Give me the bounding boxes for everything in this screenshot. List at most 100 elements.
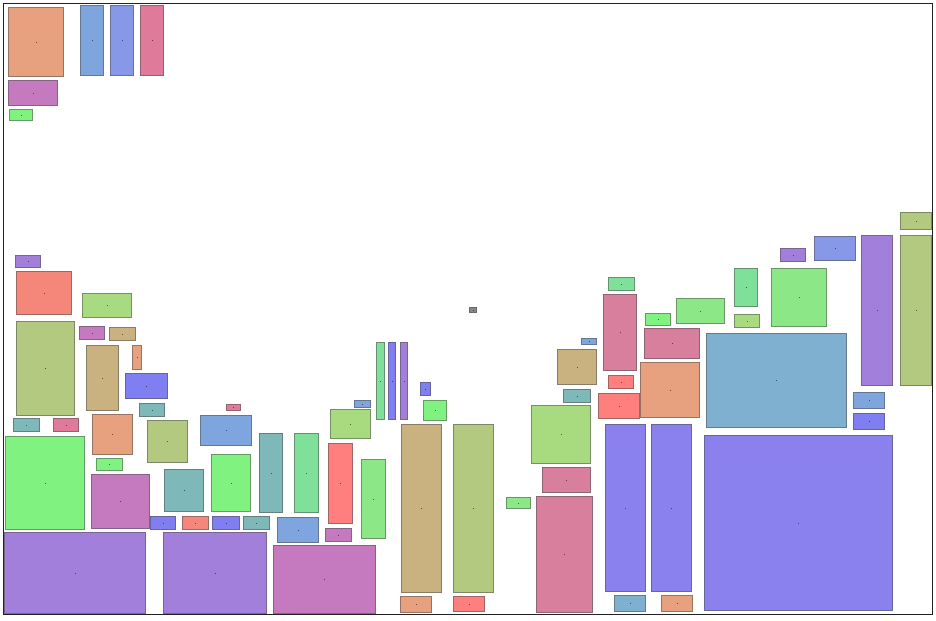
treemap-cell [400, 342, 408, 420]
cell-center-dot [256, 523, 257, 524]
treemap-cell [164, 469, 204, 512]
treemap-cell [109, 327, 136, 341]
cell-center-dot [226, 430, 227, 431]
cell-center-dot [215, 573, 216, 574]
cell-center-dot [621, 382, 622, 383]
treemap-cell [4, 532, 146, 614]
cell-center-dot [435, 410, 436, 411]
cell-center-dot [92, 333, 93, 334]
treemap-cell [354, 400, 371, 408]
cell-center-dot [184, 490, 185, 491]
cell-center-dot [700, 311, 701, 312]
treemap-cell [140, 5, 164, 76]
cell-center-dot [577, 367, 578, 368]
treemap-cell [5, 436, 85, 530]
treemap-cell [325, 528, 352, 542]
treemap-cell [676, 298, 725, 324]
cell-center-dot [109, 464, 110, 465]
cell-center-dot [373, 499, 374, 500]
treemap-cell [53, 418, 79, 432]
treemap-cell [651, 424, 692, 592]
cell-center-dot [137, 357, 138, 358]
cell-center-dot [362, 404, 363, 405]
cell-center-dot [793, 255, 794, 256]
cell-center-dot [324, 579, 325, 580]
cell-center-dot [102, 378, 103, 379]
treemap-cell [147, 420, 188, 463]
cell-center-dot [44, 293, 45, 294]
treemap-cell [16, 321, 75, 416]
cell-center-dot [518, 503, 519, 504]
treemap-cell [277, 517, 319, 543]
treemap-cell [853, 413, 885, 430]
treemap-cell [814, 236, 856, 261]
treemap-cell [200, 415, 252, 446]
cell-center-dot [799, 297, 800, 298]
cell-center-dot [620, 332, 621, 333]
treemap-cell [531, 405, 591, 464]
treemap-cell [608, 277, 635, 291]
treemap-cell [226, 404, 241, 411]
treemap-cell [734, 314, 760, 328]
treemap-cell [212, 516, 240, 530]
treemap-cell [598, 393, 640, 419]
cell-center-dot [577, 396, 578, 397]
treemap-cell [771, 268, 827, 327]
treemap-cell [536, 496, 593, 613]
cell-center-dot [671, 508, 672, 509]
cell-center-dot [619, 406, 620, 407]
treemap-cell [163, 532, 267, 614]
cell-center-dot [298, 530, 299, 531]
cell-center-dot [45, 483, 46, 484]
treemap-cell [259, 433, 283, 513]
cell-center-dot [421, 508, 422, 509]
treemap-cell [8, 7, 64, 77]
treemap-cell [706, 333, 847, 428]
cell-center-dot [226, 523, 227, 524]
cell-center-dot [152, 410, 153, 411]
cell-center-dot [233, 407, 234, 408]
treemap-cell [423, 400, 447, 421]
cell-center-dot [425, 389, 426, 390]
cell-center-dot [625, 508, 626, 509]
cell-center-dot [107, 305, 108, 306]
cell-center-dot [120, 501, 121, 502]
treemap-cell [400, 596, 432, 613]
cell-center-dot [28, 261, 29, 262]
treemap-cell [469, 307, 477, 313]
treemap-cell [506, 497, 531, 509]
treemap-cell [420, 382, 431, 396]
cell-center-dot [776, 380, 777, 381]
cell-center-dot [869, 421, 870, 422]
cell-center-dot [195, 523, 196, 524]
cell-center-dot [916, 310, 917, 311]
treemap-cell [645, 313, 671, 326]
cell-center-dot [152, 40, 153, 41]
cell-center-dot [338, 535, 339, 536]
treemap-cell [661, 595, 693, 612]
cell-center-dot [340, 483, 341, 484]
treemap-cell [150, 516, 176, 530]
cell-center-dot [621, 284, 622, 285]
treemap-cell [734, 268, 758, 307]
cell-center-dot [75, 573, 76, 574]
treemap-cell [605, 424, 646, 592]
cell-center-dot [877, 310, 878, 311]
cell-center-dot [469, 604, 470, 605]
cell-center-dot [271, 473, 272, 474]
treemap-cell [80, 5, 104, 76]
treemap-cell [82, 293, 132, 318]
cell-center-dot [835, 248, 836, 249]
cell-center-dot [122, 334, 123, 335]
cell-center-dot [561, 434, 562, 435]
cell-center-dot [677, 603, 678, 604]
treemap-cell [13, 418, 40, 432]
treemap-cell [401, 424, 442, 593]
treemap-cell [79, 326, 105, 340]
cell-center-dot [869, 400, 870, 401]
treemap-cell [328, 443, 353, 524]
treemap-cell [330, 409, 371, 439]
treemap-cell [96, 458, 123, 471]
treemap-cell [132, 345, 142, 370]
